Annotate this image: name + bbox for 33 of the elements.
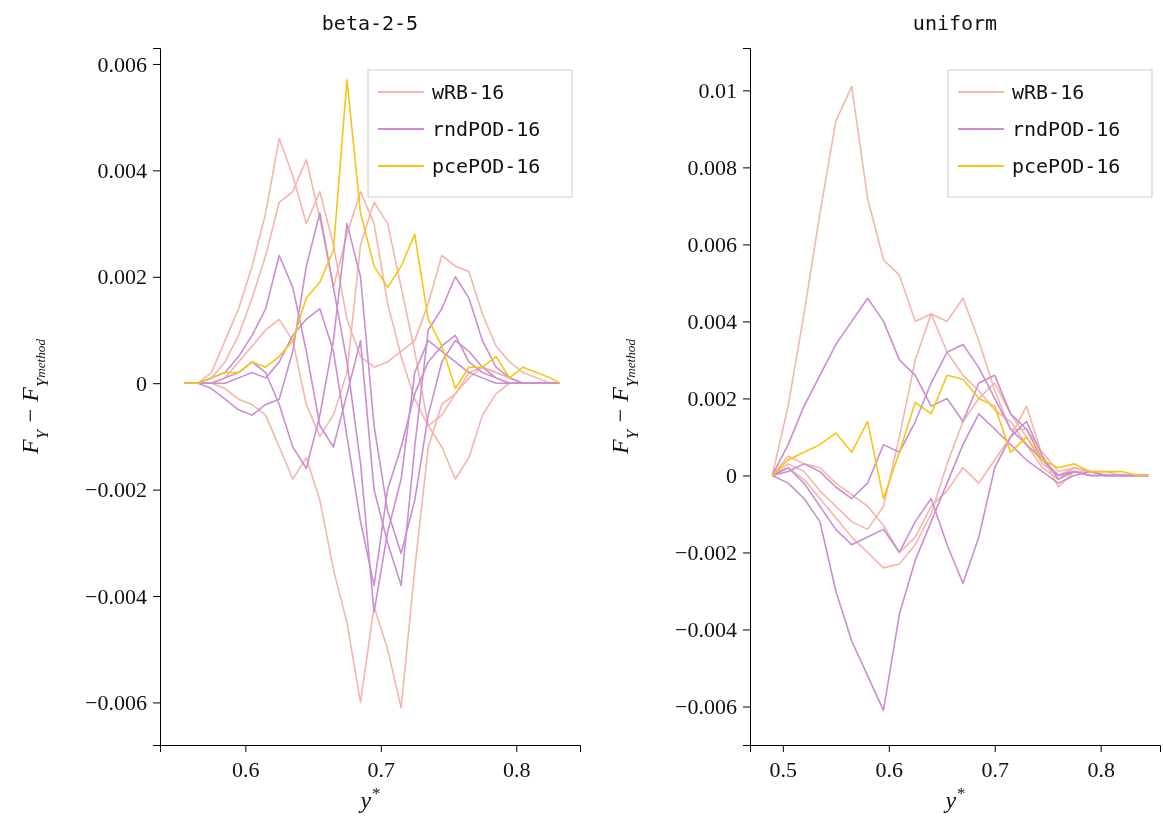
x-tick-label: 0.5 — [769, 757, 798, 782]
chart-title: uniform — [912, 11, 998, 35]
y-tick-label: −0.006 — [675, 694, 737, 720]
y-tick-label: 0.01 — [698, 77, 737, 103]
y-tick-label: 0 — [136, 370, 147, 396]
x-axis-title: y$^{*}$ — [358, 783, 381, 813]
y-tick-label: 0.004 — [687, 308, 737, 334]
y-tick-label: 0.008 — [687, 154, 737, 180]
y-tick-label: 0.004 — [97, 157, 147, 183]
y-tick-label: −0.002 — [675, 540, 737, 565]
x-tick-label: 0.7 — [367, 757, 396, 782]
x-tick-label: 0.6 — [875, 757, 904, 782]
y-tick-label: 0.006 — [97, 51, 147, 77]
y-tick-label: −0.002 — [85, 477, 147, 503]
y-tick-label: 0.006 — [687, 231, 737, 257]
y-tick-label: −0.006 — [85, 689, 147, 715]
legend-label: rndPOD-16 — [1012, 117, 1121, 141]
y-tick-label: 0.002 — [97, 264, 147, 290]
legend-label: pcePOD-16 — [1012, 154, 1121, 178]
legend-label: wRB-16 — [1012, 80, 1085, 104]
x-axis-title: y$^{*}$ — [943, 783, 966, 813]
y-tick-label: −0.004 — [675, 617, 737, 643]
legend-label: wRB-16 — [432, 80, 505, 104]
x-tick-label: 0.7 — [981, 757, 1009, 782]
chart-title: beta-2-5 — [321, 11, 419, 35]
y-tick-label: −0.004 — [85, 583, 147, 609]
x-tick-label: 0.8 — [503, 757, 531, 782]
x-tick-label: 0.8 — [1087, 757, 1115, 782]
y-tick-label: 0 — [726, 462, 737, 488]
x-tick-label: 0.6 — [232, 757, 260, 782]
legend-label: pcePOD-16 — [432, 154, 541, 178]
y-tick-label: 0.002 — [687, 385, 737, 411]
legend-label: rndPOD-16 — [432, 117, 541, 141]
